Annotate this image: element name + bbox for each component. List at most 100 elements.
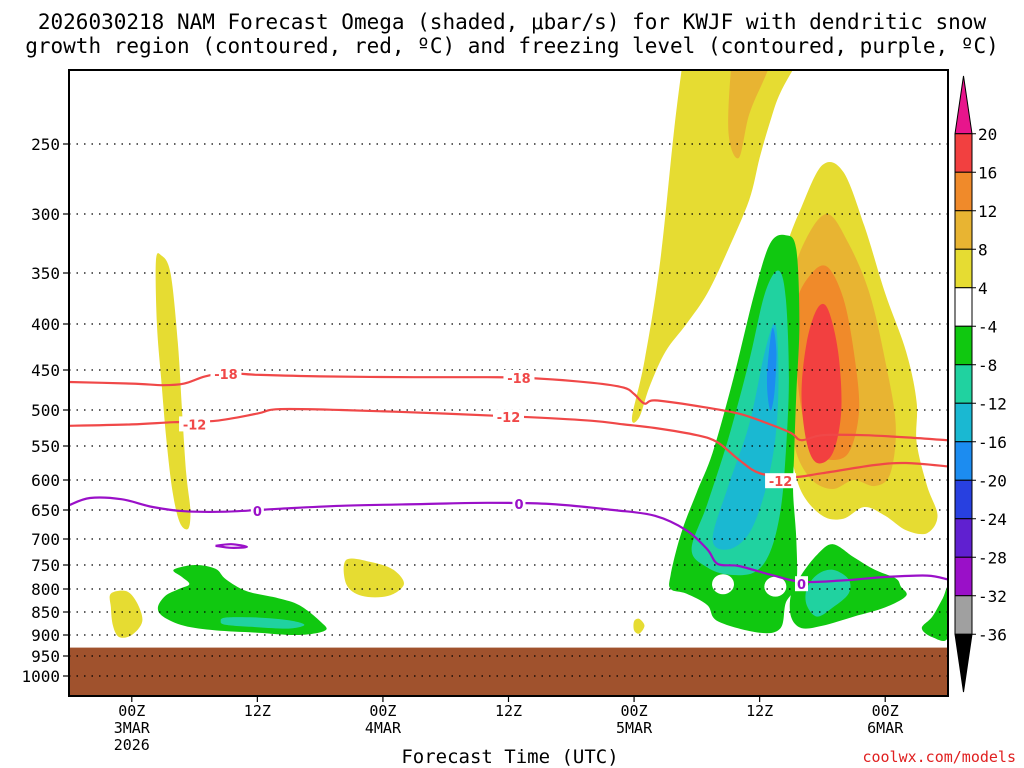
omega-region-15 (691, 270, 789, 576)
colorbar-cell-5 (954, 287, 973, 327)
omega-region-20 (921, 587, 948, 642)
x-tick-5-line-2: 5MAR (616, 719, 653, 737)
colorbar-bottom-arrow (954, 633, 973, 693)
colorbar-cell-9 (954, 441, 973, 481)
omega-notch-1 (712, 574, 735, 595)
x-tick-6-line-1: 12Z (746, 702, 773, 720)
y-tick-900: 900 (31, 626, 60, 645)
colorbar: 20 16 12 8 4 -4 -8 -12 -16 -20 -24 -28 -32 -36 (954, 75, 1007, 693)
y-tick-250: 250 (31, 135, 60, 154)
colorbar-cell-13 (954, 595, 973, 635)
y-tick-750: 750 (31, 556, 60, 575)
omega-region-6 (728, 70, 768, 159)
y-tick-600: 600 (31, 471, 60, 490)
y-tick-650: 650 (31, 501, 60, 520)
colorbar-cell-11 (954, 518, 973, 558)
dgz-minus12-label-bg-2 (493, 409, 524, 425)
dgz-minus12-label-3: -12 (769, 475, 793, 490)
chart-title-line1: 2026030218 NAM Forecast Omega (shaded, μ… (38, 10, 987, 34)
y-tick-350: 350 (31, 264, 60, 283)
below-ground (69, 647, 948, 696)
colorbar-label-10: -20 (978, 471, 1007, 490)
x-tick-7-line-1: 00Z (872, 702, 899, 720)
freezing-level-label-1: 0 (253, 505, 262, 520)
y-tick-550: 550 (31, 437, 60, 456)
dgz-minus18-label-2: -18 (507, 372, 531, 387)
dgz-minus18-line (69, 372, 948, 442)
colorbar-cell-1 (954, 133, 973, 173)
dgz-minus18-label-bg-1 (210, 366, 242, 381)
omega-shading (109, 70, 948, 642)
x-tick-1-line-1: 00Z (118, 702, 145, 720)
colorbar-cell-10 (954, 479, 973, 520)
freezing-level-label-bg-1 (250, 503, 264, 519)
freezing-level-label-bg-3 (795, 576, 808, 592)
chart-title-line2: growth region (contoured, red, ºC) and f… (25, 34, 999, 58)
colorbar-label-13: -32 (978, 587, 1007, 606)
colorbar-label-3: 12 (978, 202, 997, 221)
contours: -18 -18 -12 -12 -12 0 0 0 (69, 366, 948, 593)
y-tick-1000: 1000 (21, 667, 60, 686)
colorbar-cell-12 (954, 556, 973, 597)
omega-region-12 (157, 564, 327, 636)
dgz-minus18-label-1: -18 (214, 368, 238, 383)
dgz-minus12-line (69, 407, 948, 479)
omega-region-1 (155, 253, 191, 530)
omega-region-13 (220, 617, 305, 629)
x-tick-4-line-1: 12Z (495, 702, 522, 720)
y-tick-850: 850 (31, 603, 60, 622)
omega-region-11 (801, 303, 842, 464)
omega-notch-2 (764, 576, 787, 597)
colorbar-label-8: -12 (978, 394, 1007, 413)
credit-text[interactable]: coolwx.com/models (862, 748, 1016, 766)
colorbar-cell-7 (954, 364, 973, 404)
colorbar-label-11: -24 (978, 510, 1007, 529)
freezing-level-label-2: 0 (514, 498, 523, 513)
dgz-minus12-label-1: -12 (183, 418, 207, 433)
x-tick-3-line-2: 4MAR (365, 719, 402, 737)
colorbar-cell-8 (954, 402, 973, 443)
y-tick-400: 400 (31, 315, 60, 334)
colorbar-cell-6 (954, 325, 973, 366)
colorbar-label-6: -4 (978, 317, 997, 336)
colorbar-label-2: 16 (978, 163, 997, 182)
colorbar-top-arrow (954, 75, 973, 135)
colorbar-label-14: -36 (978, 625, 1007, 644)
small-purple-loop-line (215, 543, 249, 549)
omega-region-4 (633, 618, 645, 634)
y-axis: 250 300 350 400 450 500 550 600 650 700 750 800 850 9… (21, 135, 69, 686)
freezing-level-line (69, 496, 948, 584)
dgz-minus18-label-bg-2 (503, 370, 535, 385)
omega-region-16 (712, 323, 779, 550)
colorbar-label-9: -16 (978, 433, 1007, 452)
y-tick-700: 700 (31, 530, 60, 549)
colorbar-cell-4 (954, 248, 973, 289)
omega-region-5 (631, 70, 793, 423)
y-tick-950: 950 (31, 647, 60, 666)
y-tick-500: 500 (31, 401, 60, 420)
y-tick-800: 800 (31, 580, 60, 599)
colorbar-label-7: -8 (978, 356, 997, 375)
omega-region-3 (343, 558, 404, 598)
colorbar-label-12: -28 (978, 548, 1007, 567)
x-tick-1-line-3: 2026 (114, 736, 150, 754)
y-tick-450: 450 (31, 361, 60, 380)
x-tick-5-line-1: 00Z (621, 702, 648, 720)
freezing-level-label-3: 0 (797, 578, 806, 593)
y-tick-300: 300 (31, 205, 60, 224)
x-tick-3-line-1: 00Z (369, 702, 396, 720)
dgz-minus12-label-2: -12 (497, 411, 521, 426)
colorbar-label-4: 8 (978, 240, 988, 259)
x-tick-7-line-2: 6MAR (867, 719, 904, 737)
dgz-minus12-label-bg-1 (179, 416, 211, 432)
x-tick-1-line-2: 3MAR (114, 719, 151, 737)
omega-region-17 (766, 327, 777, 411)
x-axis-label: Forecast Time (UTC) (401, 746, 618, 768)
colorbar-cell-3 (954, 210, 973, 250)
x-tick-2-line-1: 12Z (244, 702, 271, 720)
colorbar-cell-2 (954, 171, 973, 212)
omega-region-2 (109, 590, 143, 638)
colorbar-label-5: 4 (978, 279, 988, 298)
